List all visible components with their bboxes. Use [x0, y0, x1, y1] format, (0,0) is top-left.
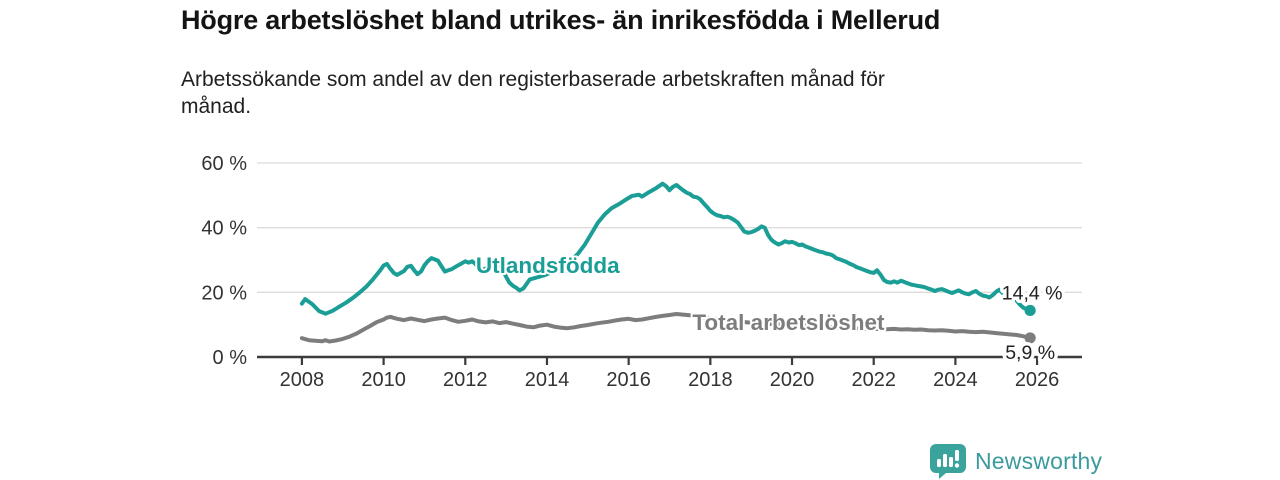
newsworthy-bubble-chart-icon	[930, 444, 966, 479]
x-axis-label-2024: 2024	[933, 369, 978, 391]
chart-subtitle-line-1: Arbetssökande som andel av den registerb…	[181, 68, 885, 91]
x-axis-label-2022: 2022	[851, 369, 896, 391]
x-axis-label-2008: 2008	[280, 369, 325, 391]
x-axis-label-2010: 2010	[361, 369, 406, 391]
y-axis-label-20: 20 %	[201, 282, 247, 304]
x-axis-label-2026: 2026	[1015, 369, 1060, 391]
series-label-0: Utlandsfödda	[476, 253, 620, 278]
chart-subtitle-line-2: månad.	[181, 95, 252, 118]
y-axis-label-0: 0 %	[213, 347, 248, 369]
chart-title: Högre arbetslöshet bland utrikes- än inr…	[181, 5, 941, 35]
x-axis-label-2020: 2020	[770, 369, 815, 391]
x-axis-label-2018: 2018	[688, 369, 733, 391]
series-end-dot-0	[1024, 304, 1036, 317]
newsworthy-wordmark: Newsworthy	[975, 447, 1103, 474]
series-label-1: Total arbetslöshet	[692, 310, 885, 335]
series-line-1	[299, 312, 1033, 344]
newsworthy-logo: Newsworthy	[928, 443, 1102, 479]
series-line-0	[299, 181, 1033, 316]
x-axis-label-2014: 2014	[525, 369, 570, 391]
x-axis-label-2012: 2012	[443, 369, 488, 391]
y-axis-label-40: 40 %	[201, 218, 247, 240]
series-end-value-1: 5,9 %	[1005, 342, 1055, 364]
y-axis-label-60: 60 %	[201, 153, 247, 175]
series-end-dot-1	[1024, 332, 1036, 344]
series-end-value-0: 14,4 %	[1002, 282, 1063, 304]
x-axis-label-2016: 2016	[606, 369, 651, 391]
chart-subtitle: Arbetssökande som andel av den registerb…	[181, 66, 885, 120]
